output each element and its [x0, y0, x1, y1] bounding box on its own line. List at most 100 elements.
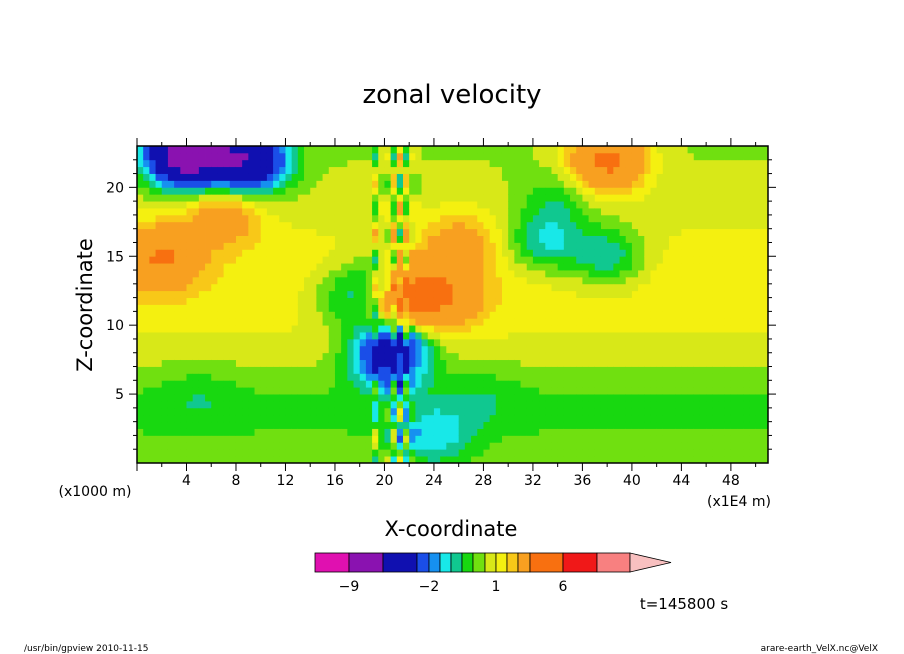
field-cell — [619, 173, 627, 181]
field-cell — [223, 208, 231, 216]
field-cell — [508, 235, 515, 243]
field-cell — [699, 332, 707, 340]
field-cell — [483, 421, 491, 429]
x-tick-label: 4 — [182, 473, 191, 489]
field-cell — [588, 152, 596, 161]
field-cell — [334, 352, 342, 361]
field-cell — [390, 332, 398, 340]
field-cell — [557, 394, 565, 402]
field-cell — [285, 201, 293, 209]
field-cell — [291, 221, 299, 230]
field-cell — [743, 387, 750, 395]
colorbar-label: −2 — [419, 579, 440, 595]
field-cell — [607, 146, 614, 154]
field-cell — [254, 270, 262, 278]
field-cell — [508, 283, 515, 292]
field-cell — [248, 380, 255, 388]
field-cell — [712, 194, 719, 202]
field-cell — [563, 263, 571, 271]
field-cell — [638, 394, 645, 402]
field-cell — [390, 194, 398, 202]
field-cell — [334, 428, 342, 436]
field-cell — [650, 208, 658, 216]
field-cell — [365, 456, 373, 464]
field-cell — [669, 428, 676, 436]
field-cell — [322, 221, 330, 230]
field-cell — [198, 345, 206, 354]
field-cell — [217, 242, 225, 250]
field-cell — [174, 263, 181, 271]
field-cell — [143, 456, 150, 464]
field-cell — [557, 325, 565, 333]
field-cell — [681, 394, 688, 402]
field-cell — [322, 456, 330, 464]
field-cell — [706, 235, 713, 243]
field-cell — [205, 201, 212, 209]
field-cell — [137, 166, 144, 174]
field-cell — [341, 394, 348, 402]
field-cell — [403, 456, 410, 464]
field-cell — [675, 290, 682, 299]
field-cell — [631, 283, 639, 292]
field-cell — [316, 414, 323, 423]
field-cell — [223, 373, 231, 381]
field-cell — [353, 263, 361, 271]
field-cell — [662, 442, 670, 450]
field-cell — [545, 214, 552, 223]
field-cell — [149, 352, 156, 361]
field-cell — [433, 228, 441, 236]
field-cell — [712, 421, 719, 429]
field-cell — [607, 414, 614, 423]
field-cell — [761, 325, 769, 333]
field-cell — [638, 187, 645, 195]
field-cell — [638, 263, 645, 271]
field-cell — [322, 235, 330, 243]
field-cell — [501, 407, 509, 416]
colorbar-label: 1 — [492, 579, 501, 595]
field-cell — [539, 214, 546, 223]
field-cell — [143, 338, 150, 347]
field-cell — [137, 290, 144, 299]
field-cell — [557, 146, 565, 154]
field-cell — [600, 304, 608, 312]
field-cell — [699, 173, 707, 181]
field-cell — [390, 442, 398, 450]
field-cell — [341, 345, 348, 354]
field-cell — [155, 366, 163, 374]
field-cell — [675, 428, 682, 436]
field-cell — [582, 276, 589, 285]
field-cell — [403, 228, 410, 236]
field-cell — [737, 380, 744, 388]
field-cell — [582, 208, 589, 216]
field-cell — [223, 235, 231, 243]
field-cell — [600, 449, 608, 457]
field-cell — [409, 407, 416, 416]
field-cell — [297, 380, 305, 388]
field-cell — [316, 352, 323, 361]
field-cell — [495, 249, 503, 257]
field-cell — [229, 297, 237, 305]
field-cell — [687, 146, 695, 154]
field-cell — [631, 173, 639, 181]
field-cell — [588, 283, 596, 292]
field-cell — [390, 373, 398, 381]
field-cell — [396, 366, 404, 374]
field-cell — [570, 366, 577, 374]
field-cell — [508, 449, 515, 457]
field-cell — [353, 173, 361, 181]
field-cell — [403, 201, 410, 209]
field-cell — [174, 242, 181, 250]
field-cell — [174, 387, 181, 395]
field-cell — [161, 201, 169, 209]
field-cell — [687, 338, 695, 347]
field-cell — [211, 400, 218, 409]
field-cell — [174, 249, 181, 257]
field-cell — [724, 414, 732, 423]
field-cell — [137, 228, 144, 236]
field-cell — [137, 387, 144, 395]
field-cell — [458, 311, 466, 319]
field-cell — [761, 235, 769, 243]
field-cell — [563, 304, 571, 312]
field-cell — [353, 435, 361, 443]
field-cell — [675, 442, 682, 450]
